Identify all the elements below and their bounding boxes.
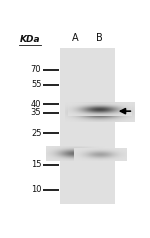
Bar	[60, 48, 115, 203]
Text: 70: 70	[31, 65, 41, 74]
Text: 25: 25	[31, 129, 41, 138]
Text: B: B	[96, 33, 103, 43]
Text: 40: 40	[31, 100, 41, 109]
Text: 10: 10	[31, 185, 41, 194]
Text: 15: 15	[31, 160, 41, 169]
Text: KDa: KDa	[19, 35, 40, 44]
Text: 55: 55	[31, 80, 41, 89]
Text: A: A	[72, 33, 78, 43]
Text: 35: 35	[31, 108, 41, 117]
